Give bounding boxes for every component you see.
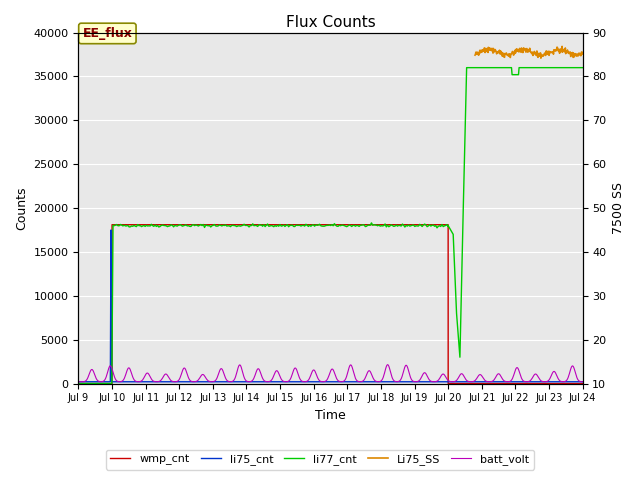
batt_volt — [458, 371, 465, 377]
li75_cnt — [579, 379, 586, 384]
li77_cnt — [579, 65, 586, 71]
batt_volt — [75, 379, 83, 384]
Li75_SS — [472, 52, 479, 58]
Li75_SS — [535, 53, 543, 59]
wmp_cnt — [75, 381, 83, 386]
Li75_SS — [558, 44, 566, 49]
wmp_cnt — [108, 222, 116, 228]
Line: batt_volt: batt_volt — [79, 365, 582, 382]
batt_volt — [396, 377, 404, 383]
li77_cnt — [75, 381, 83, 386]
li77_cnt — [511, 72, 519, 78]
Legend: wmp_cnt, li75_cnt, li77_cnt, Li75_SS, batt_volt: wmp_cnt, li75_cnt, li77_cnt, Li75_SS, ba… — [106, 450, 534, 469]
batt_volt — [381, 371, 388, 376]
Li75_SS — [579, 49, 586, 55]
Li75_SS — [563, 48, 570, 54]
li77_cnt — [245, 224, 253, 230]
Line: li75_cnt: li75_cnt — [79, 230, 582, 382]
li77_cnt — [438, 222, 446, 228]
li75_cnt — [108, 379, 115, 384]
batt_volt — [106, 364, 113, 370]
li77_cnt — [463, 65, 470, 71]
li75_cnt — [106, 379, 114, 384]
Text: EE_flux: EE_flux — [83, 27, 132, 40]
batt_volt — [509, 374, 517, 380]
li75_cnt — [75, 379, 83, 384]
X-axis label: Time: Time — [315, 409, 346, 422]
Li75_SS — [537, 55, 545, 61]
batt_volt — [579, 379, 586, 384]
Title: Flux Counts: Flux Counts — [285, 15, 376, 30]
Line: wmp_cnt: wmp_cnt — [79, 225, 582, 384]
Li75_SS — [471, 52, 479, 58]
Li75_SS — [538, 53, 545, 59]
li77_cnt — [318, 223, 326, 229]
li77_cnt — [386, 223, 394, 229]
Line: li77_cnt: li77_cnt — [79, 68, 582, 384]
li75_cnt — [109, 379, 116, 384]
li75_cnt — [107, 227, 115, 233]
Y-axis label: Counts: Counts — [15, 186, 28, 230]
Line: Li75_SS: Li75_SS — [475, 47, 582, 58]
wmp_cnt — [444, 381, 452, 386]
wmp_cnt — [108, 381, 116, 386]
Li75_SS — [535, 52, 543, 58]
wmp_cnt — [444, 222, 452, 228]
batt_volt — [384, 362, 392, 368]
li77_cnt — [519, 65, 527, 71]
wmp_cnt — [579, 381, 586, 386]
batt_volt — [367, 371, 375, 376]
Y-axis label: 7500 SS: 7500 SS — [612, 182, 625, 234]
Li75_SS — [570, 55, 577, 60]
